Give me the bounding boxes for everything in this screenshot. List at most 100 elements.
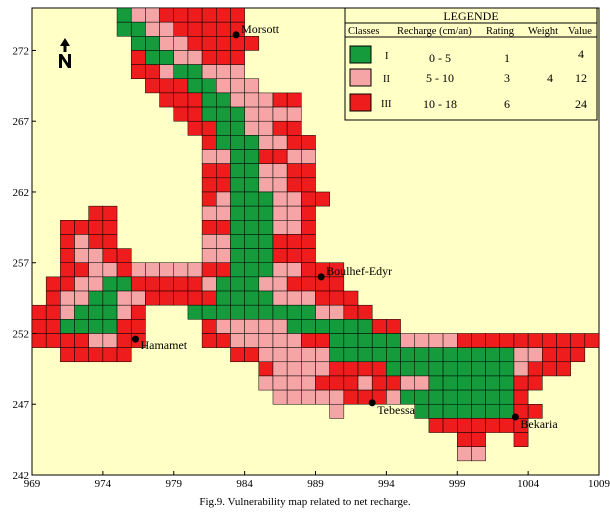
map-cell [159,276,174,292]
map-cell [187,50,203,65]
map-cell [216,64,231,80]
map-cell [272,262,288,278]
map-cell [216,149,231,164]
x-tick-label: 1004 [517,478,540,490]
map-cell [527,347,543,363]
legend-swatch-class-II [349,68,372,87]
map-cell [272,333,288,348]
map-cell [272,120,288,136]
map-cell [471,403,486,419]
map-cell [60,290,75,306]
map-cell [371,319,387,334]
map-cell [286,220,302,235]
map-cell [258,92,274,108]
map-cell [286,135,302,150]
map-cell [244,276,260,292]
map-cell [187,120,203,136]
map-cell [216,220,231,235]
map-cell [244,92,260,108]
map-cell [173,106,189,122]
map-cell [187,92,203,108]
map-cell [74,262,89,278]
map-cell [130,276,146,292]
map-cell [357,333,373,348]
map-cell [230,36,245,51]
map-cell [216,290,231,306]
map-cell [286,248,302,263]
map-cell [244,120,260,136]
map-cell [130,7,146,23]
map-cell [216,191,231,207]
map-cell [45,276,61,292]
map-cell [301,220,316,235]
legend: LEGENDE Classes Recharge (cm/an) Rating … [344,7,598,121]
map-cell [102,234,118,249]
map-cell [230,248,245,263]
map-cell [201,290,217,306]
map-cell [272,205,288,221]
map-cell [301,248,316,263]
map-cell [60,333,75,348]
map-cell [442,389,458,405]
map-cell [301,205,316,221]
map-cell [244,78,260,94]
map-cell [201,78,217,94]
map-cell [159,64,174,80]
map-cell [485,403,501,419]
map-cell [230,120,245,136]
map-cell [116,7,132,23]
map-cell [527,375,543,391]
map-cell [343,290,359,306]
map-cell [286,319,302,334]
map-cell [258,375,274,391]
map-cell [173,78,189,94]
map-cell [230,163,245,179]
map-cell [414,389,430,405]
map-cell [272,234,288,249]
map-cell [88,347,104,363]
map-cell [513,432,529,447]
map-cell [357,375,373,391]
map-cell [485,389,501,405]
map-cell [457,375,472,391]
legend-rating-III: 6 [504,97,510,111]
legend-value-II: 12 [575,71,587,85]
map-cell [329,389,345,405]
map-cell [414,333,430,348]
map-cell [116,290,132,306]
town-marker [317,273,325,281]
map-cell [428,333,444,348]
map-cell [201,92,217,108]
town-label: Morsott [241,22,280,36]
map-cell [60,248,75,263]
map-cell [258,120,274,136]
map-cell [230,7,245,23]
y-tick-label: 252 [13,328,30,340]
legend-rating-II: 3 [504,71,510,85]
map-cell [102,220,118,235]
map-cell [258,347,274,363]
map-cell [145,50,160,65]
map-cell [173,64,189,80]
map-cell [244,262,260,278]
map-cell [286,163,302,179]
map-cell [74,319,89,334]
map-cell [499,389,515,405]
map-cell [357,319,373,334]
map-cell [230,106,245,122]
map-cell [88,220,104,235]
map-cell [244,304,260,320]
map-cell [173,92,189,108]
map-cell [102,205,118,221]
map-cell [343,389,359,405]
map-cell [102,333,118,348]
map-cell [343,361,359,377]
map-cell [60,262,75,278]
map-cell [315,389,330,405]
map-cell [74,347,89,363]
map-cell [272,347,288,363]
town-label: Hamamet [140,338,187,352]
map-cell [88,248,104,263]
y-tick-label: 267 [13,116,30,128]
map-cell [286,276,302,292]
